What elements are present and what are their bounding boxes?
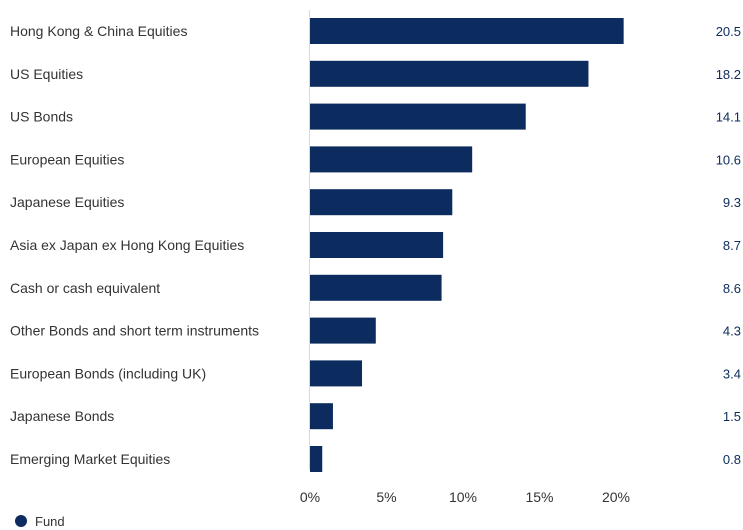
value-labels: 20.5 18.2 14.1 10.6 9.3 8.7 8.6 4.3 3.4 1.5 0.8 xyxy=(716,24,741,467)
category-label: Hong Kong & China Equities xyxy=(10,23,187,39)
value-label: 20.5 xyxy=(716,24,741,39)
bar xyxy=(310,60,589,87)
bars xyxy=(310,18,624,472)
category-label: Japanese Bonds xyxy=(10,408,114,424)
category-label: Emerging Market Equities xyxy=(10,451,170,467)
value-label: 0.8 xyxy=(723,452,741,467)
category-label: US Bonds xyxy=(10,109,73,125)
x-tick-label: 15% xyxy=(525,489,553,505)
bar xyxy=(310,274,442,301)
value-label: 1.5 xyxy=(723,409,741,424)
value-label: 14.1 xyxy=(716,110,741,125)
bar xyxy=(310,146,473,173)
x-tick-labels: 0% 5% 10% 15% 20% xyxy=(300,489,630,505)
value-label: 8.6 xyxy=(723,281,741,296)
x-tick-label: 5% xyxy=(376,489,396,505)
bar xyxy=(310,403,333,430)
x-tick-label: 20% xyxy=(602,489,630,505)
category-label: Other Bonds and short term instruments xyxy=(10,323,259,339)
value-label: 8.7 xyxy=(723,238,741,253)
x-tick-label: 0% xyxy=(300,489,320,505)
bar xyxy=(310,103,526,130)
category-label: Asia ex Japan ex Hong Kong Equities xyxy=(10,237,244,253)
value-label: 10.6 xyxy=(716,152,741,167)
legend-label: Fund xyxy=(35,514,65,529)
bar xyxy=(310,189,453,216)
legend: Fund xyxy=(15,514,65,529)
value-label: 9.3 xyxy=(723,195,741,210)
bar xyxy=(310,232,444,258)
value-label: 18.2 xyxy=(716,67,741,82)
category-label: Cash or cash equivalent xyxy=(10,280,160,296)
legend-marker-icon xyxy=(15,515,27,527)
bar xyxy=(310,446,323,472)
bar xyxy=(310,18,624,44)
x-tick-label: 10% xyxy=(449,489,477,505)
value-label: 4.3 xyxy=(723,324,741,339)
category-label: European Equities xyxy=(10,151,124,167)
bar xyxy=(310,317,376,344)
bar xyxy=(310,360,363,387)
category-label: Japanese Equities xyxy=(10,194,124,210)
category-label: European Bonds (including UK) xyxy=(10,365,206,381)
category-labels: Hong Kong & China Equities US Equities US … xyxy=(10,23,259,467)
category-label: US Equities xyxy=(10,66,83,82)
value-label: 3.4 xyxy=(723,366,741,381)
